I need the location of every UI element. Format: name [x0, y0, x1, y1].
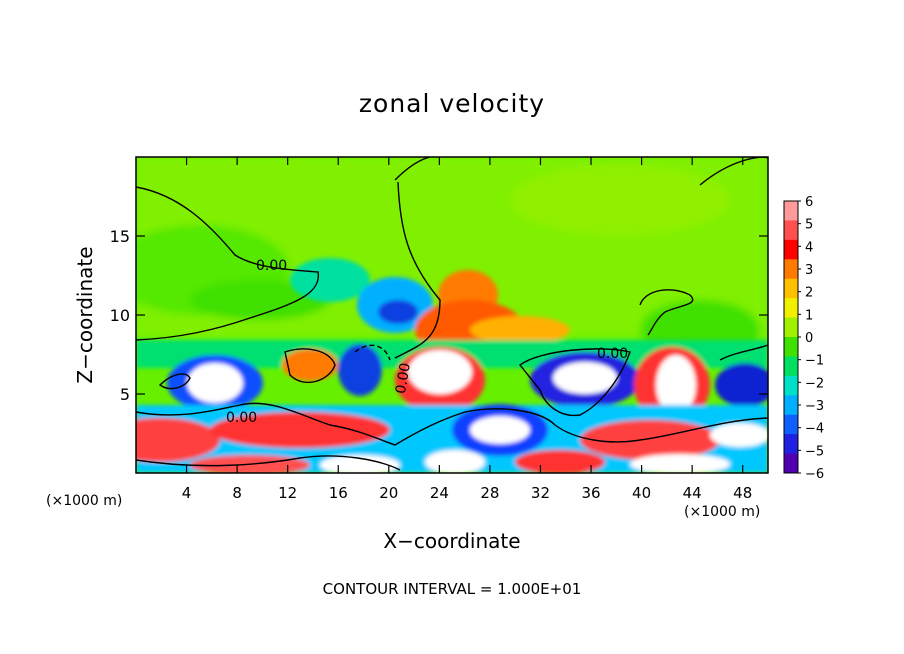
colorbar: 6 5 4 3 2 1 0 −1 −2 −3 −4 −5 −6	[783, 195, 824, 482]
x-tick-label: 32	[531, 484, 550, 502]
x-tick-label: 36	[581, 484, 600, 502]
contour-line	[719, 344, 768, 361]
contour-line	[136, 186, 319, 341]
colorbar-label: −5	[805, 444, 824, 459]
colorbar-label: 1	[805, 308, 813, 323]
contour-line	[519, 348, 631, 417]
contour-label-group: 0.00 0.00 0.00 0.00	[226, 258, 628, 426]
colorbar-swatch	[784, 337, 798, 357]
x-tick-label: 8	[232, 484, 242, 502]
colorbar-swatch	[784, 453, 798, 474]
x-tick-label: 40	[632, 484, 651, 502]
x-tick-label: 12	[278, 484, 297, 502]
colorbar-swatch	[784, 434, 798, 455]
colorbar-swatch	[784, 317, 798, 338]
x-tick-label: 48	[733, 484, 752, 502]
colorbar-label: 0	[805, 331, 813, 346]
contour-label: 0.00	[597, 346, 628, 362]
colorbar-label: −4	[805, 422, 824, 437]
colorbar-label: 4	[805, 240, 813, 255]
heatmap-field: 0.00 0.00 0.00 0.00	[136, 157, 768, 473]
chart-title: zonal velocity	[359, 89, 545, 118]
x-axis-label: X−coordinate	[383, 529, 520, 553]
contour-label: 0.00	[256, 258, 287, 274]
colorbar-label: −1	[805, 354, 824, 369]
contour-line	[284, 348, 336, 384]
contour-line	[639, 289, 694, 336]
colorbar-label: 3	[805, 263, 813, 278]
x-tick-label: 24	[430, 484, 449, 502]
colorbar-swatch	[784, 239, 798, 260]
y-axis-label: Z−coordinate	[73, 246, 97, 383]
colorbar-label: −3	[805, 399, 824, 414]
colorbar-label: 5	[805, 218, 813, 233]
colorbar-label: 2	[805, 286, 813, 301]
x-tick-label: 44	[683, 484, 702, 502]
colorbar-label: −2	[805, 376, 824, 391]
contour-label: 0.00	[393, 362, 414, 395]
colorbar-swatch	[784, 298, 798, 319]
y-tick-label: 10	[110, 306, 130, 325]
y-axis-ticks: 5 10 15	[110, 227, 768, 404]
colorbar-label: 6	[805, 195, 813, 210]
colorbar-label: −6	[805, 467, 824, 482]
contour-line	[354, 344, 391, 361]
x-tick-label: 28	[480, 484, 499, 502]
y-tick-label: 15	[110, 227, 130, 246]
colorbar-swatch	[784, 201, 798, 221]
contour-line	[394, 157, 441, 359]
zero-contours	[136, 157, 768, 471]
contour-label: 0.00	[226, 410, 257, 426]
contour-line	[136, 402, 768, 446]
contour-line	[158, 373, 191, 390]
colorbar-swatch	[784, 278, 798, 299]
colorbar-swatch	[784, 259, 798, 280]
colorbar-swatch	[784, 395, 798, 416]
x-unit-right: (×1000 m)	[684, 504, 760, 520]
x-unit-left: (×1000 m)	[46, 493, 122, 509]
colorbar-swatch	[784, 356, 798, 377]
colorbar-swatch	[784, 414, 798, 435]
field-anomalies	[136, 258, 768, 473]
x-tick-label: 16	[329, 484, 348, 502]
footer-contour-interval: CONTOUR INTERVAL = 1.000E+01	[323, 580, 582, 598]
x-tick-label: 4	[182, 484, 192, 502]
y-tick-label: 5	[120, 385, 130, 404]
colorbar-swatch	[784, 220, 798, 241]
contour-line	[136, 455, 401, 471]
x-axis-ticks: 4 8 12 16 20 24 28 32 36 40 44 48	[182, 157, 752, 502]
colorbar-swatch	[784, 375, 798, 396]
x-tick-label: 20	[379, 484, 398, 502]
